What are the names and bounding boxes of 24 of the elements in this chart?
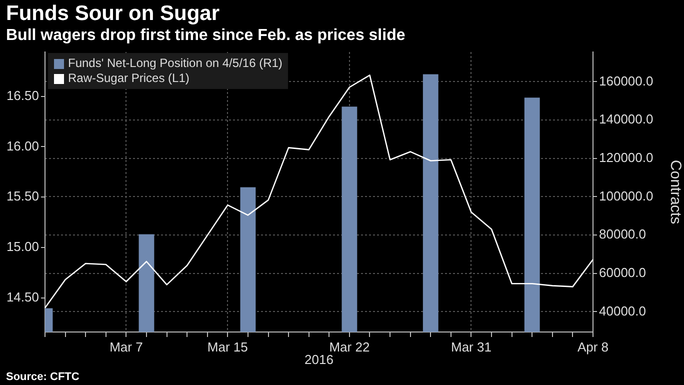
legend-label: Funds' Net-Long Position on 4/5/16 (R1) xyxy=(68,56,282,71)
y2-tick-label: 60000.0 xyxy=(599,264,646,280)
y2-axis-title: Contracts xyxy=(666,160,684,224)
chart-title: Funds Sour on Sugar xyxy=(6,2,220,26)
x-tick-label: Mar 31 xyxy=(450,339,492,354)
source-note: Source: CFTC xyxy=(6,371,80,383)
y-tick-label: 15.00 xyxy=(6,238,39,254)
y-tick-label: 16.00 xyxy=(6,138,39,154)
y2-tick-label: 160000.0 xyxy=(599,73,654,88)
y2-tick-label: 80000.0 xyxy=(599,226,646,242)
y-tick-label: 15.50 xyxy=(6,188,39,204)
y2-tick-label: 140000.0 xyxy=(599,112,654,127)
x-tick-label: Mar 22 xyxy=(329,339,370,354)
y2-tick-label: 120000.0 xyxy=(599,150,654,165)
x-tick-label: Apr 8 xyxy=(577,339,609,354)
x-tick-label: Mar 7 xyxy=(110,339,143,354)
legend-label: Raw-Sugar Prices (L1) xyxy=(68,71,190,86)
y2-tick-label: 100000.0 xyxy=(599,188,654,204)
y-tick-label: 14.50 xyxy=(6,289,39,304)
chart-subtitle: Bull wagers drop first time since Feb. as prices slide xyxy=(6,27,406,45)
x-tick-label: Mar 15 xyxy=(207,339,248,354)
y-tick-label: 16.50 xyxy=(6,88,39,103)
y2-tick-label: 40000.0 xyxy=(599,303,646,318)
x-axis-title: 2016 xyxy=(304,352,334,367)
